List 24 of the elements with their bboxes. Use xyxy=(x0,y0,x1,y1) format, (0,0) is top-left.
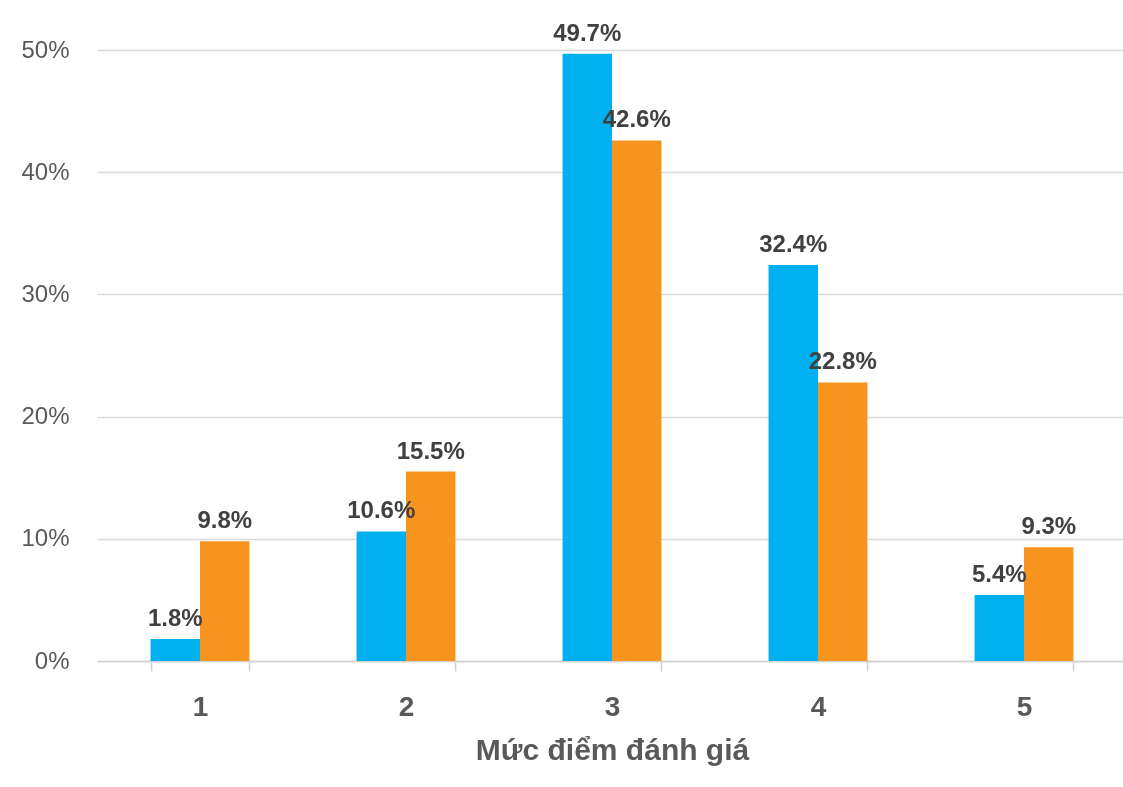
x-tick-label: 3 xyxy=(604,690,621,722)
bar xyxy=(818,382,868,661)
bar xyxy=(974,595,1024,661)
bar xyxy=(612,140,662,661)
bar xyxy=(1024,547,1074,661)
y-tick-label: 50% xyxy=(21,35,70,63)
y-tick-label: 20% xyxy=(21,402,70,430)
y-tick-label: 30% xyxy=(21,279,70,307)
data-label: 9.8% xyxy=(197,506,253,534)
x-axis-title: Mức điểm đánh giá xyxy=(475,732,750,766)
data-label: 9.3% xyxy=(1021,512,1077,540)
x-tick-label: 5 xyxy=(1016,690,1033,722)
y-tick-label: 40% xyxy=(21,157,70,185)
x-tick-label: 1 xyxy=(192,690,209,722)
data-label: 15.5% xyxy=(396,436,465,464)
bar xyxy=(150,639,200,661)
data-label: 49.7% xyxy=(553,18,622,46)
x-tick-label: 2 xyxy=(398,690,415,722)
y-tick-label: 0% xyxy=(34,646,70,674)
y-tick-label: 10% xyxy=(21,524,70,552)
bar xyxy=(200,541,250,661)
x-tick-label: 4 xyxy=(810,690,827,722)
bar xyxy=(356,531,406,661)
data-label: 32.4% xyxy=(759,230,828,258)
